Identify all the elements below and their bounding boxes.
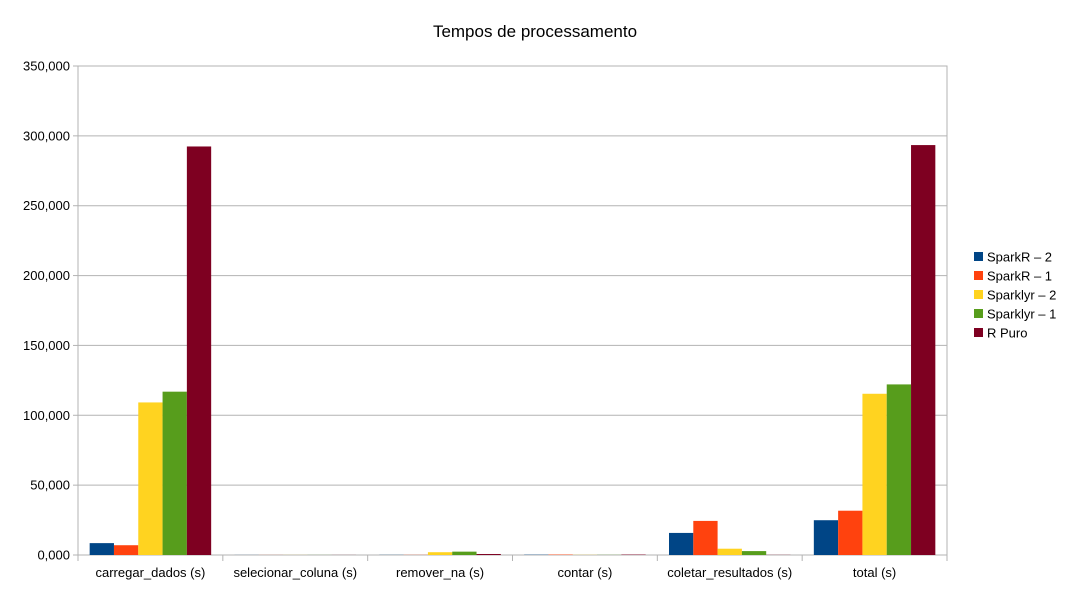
legend-label: R Puro xyxy=(987,326,1027,341)
bar xyxy=(838,510,863,555)
legend-swatch xyxy=(974,271,983,280)
y-tick-label: 50,000 xyxy=(30,478,70,493)
bar xyxy=(186,146,212,555)
chart-title: Tempos de processamento xyxy=(433,22,637,41)
bar xyxy=(911,145,936,555)
legend-label: SparkR – 1 xyxy=(987,269,1052,284)
y-tick-label: 250,000 xyxy=(23,198,70,213)
bar xyxy=(427,552,453,555)
y-tick-label: 150,000 xyxy=(23,338,70,353)
legend-swatch xyxy=(974,252,983,261)
legend-swatch xyxy=(974,290,983,299)
legend-swatch xyxy=(974,328,983,337)
x-tick-label: contar (s) xyxy=(557,565,612,580)
y-tick-label: 100,000 xyxy=(23,408,70,423)
bar xyxy=(741,551,767,555)
legend-label: SparkR – 2 xyxy=(987,250,1052,265)
x-axis: carregar_dados (s) selecionar_coluna (s) r… xyxy=(77,555,948,580)
bar xyxy=(89,543,114,555)
bar xyxy=(717,548,742,555)
legend-swatch xyxy=(974,309,983,318)
bar xyxy=(452,551,477,555)
bar xyxy=(862,393,887,555)
bars xyxy=(89,145,936,555)
y-tick-label: 200,000 xyxy=(23,268,70,283)
grid-lines xyxy=(77,65,948,556)
bar xyxy=(693,520,718,555)
x-tick-label: remover_na (s) xyxy=(396,565,484,580)
bar xyxy=(886,384,912,555)
y-tick-label: 0,000 xyxy=(37,548,70,563)
bar xyxy=(138,402,163,555)
bar xyxy=(813,520,839,555)
y-tick-label: 300,000 xyxy=(23,128,70,143)
legend-label: Sparklyr – 2 xyxy=(987,288,1056,303)
x-tick-label: coletar_resultados (s) xyxy=(667,565,792,580)
y-tick-label: 350,000 xyxy=(23,59,70,74)
x-tick-label: total (s) xyxy=(853,565,896,580)
legend: SparkR – 2 SparkR – 1 Sparklyr – 2 Sparklyr… xyxy=(974,250,1056,341)
bar xyxy=(162,391,187,555)
bar xyxy=(476,554,501,555)
bar xyxy=(669,532,694,555)
bar xyxy=(113,545,139,555)
legend-label: Sparklyr – 1 xyxy=(987,307,1056,322)
y-axis-ticks: 0,000 50,000 100,000 150,000 200,000 250,000 3… xyxy=(23,59,78,563)
x-tick-label: selecionar_coluna (s) xyxy=(233,565,357,580)
x-tick-label: carregar_dados (s) xyxy=(96,565,206,580)
